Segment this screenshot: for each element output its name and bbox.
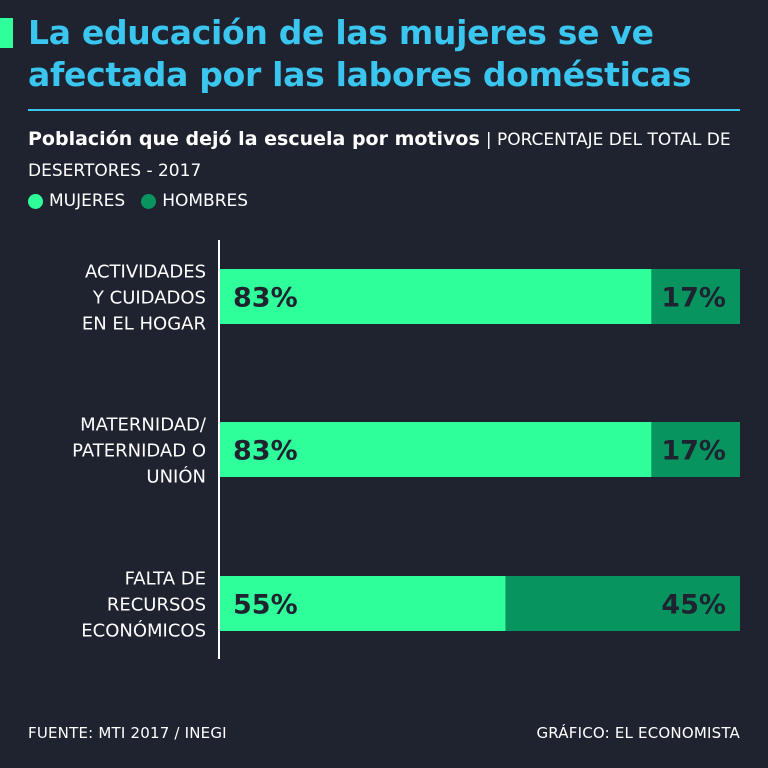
chart-title: La educación de las mujeres se ve afecta… [28,13,692,94]
data-label-hombres-1: 17% [661,436,726,467]
category-label-2-line-0: FALTA DE [125,569,206,590]
legend-label-hombres: HOMBRES [162,191,249,211]
category-label-1-line-0: MATERNIDAD/ [80,415,207,436]
category-label-2-line-1: RECURSOS [107,595,206,616]
legend-label-mujeres: MUJERES [49,191,126,211]
bar-hombres-2 [505,576,740,631]
data-label-mujeres-0: 83% [233,283,298,314]
legend-swatch-mujeres [28,193,43,209]
data-label-hombres-2: 45% [661,590,726,621]
stacked-bar-chart: 83% 17% ACTIVIDADES Y CUIDADOS EN EL HOGAR 83… [72,240,740,659]
chart-subtitle: Población que dejó la escuela por motivo… [28,124,740,186]
data-label-mujeres-1: 83% [233,436,298,467]
data-label-hombres-0: 17% [661,283,726,314]
title-divider [28,109,740,111]
source-note: FUENTE: MTI 2017 / INEGI [28,724,227,742]
category-label-0-line-1: Y CUIDADOS [92,288,206,309]
category-label-0-line-0: ACTIVIDADES [85,262,206,283]
bar-hombres-1 [651,422,740,477]
subtitle-main: Población que dejó la escuela por motivo… [28,128,480,150]
category-label-2-line-2: ECONÓMICOS [81,620,206,642]
legend-item-mujeres: MUJERES [28,191,125,211]
legend-swatch-hombres [141,193,157,209]
category-label-1-line-1: PATERNIDAD O [72,441,206,462]
data-label-mujeres-2: 55% [233,590,298,621]
category-label-1-line-2: UNIÓN [146,466,206,488]
legend: MUJERES HOMBRES [28,189,264,213]
bar-mujeres-2 [219,576,506,631]
subtitle-unit: | PORCENTAJE DEL TOTAL DE DESERTORES - 2… [28,130,731,181]
bar-mujeres-0 [219,269,652,324]
credit-note: GRÁFICO: EL ECONOMISTA [536,724,740,742]
category-label-0-line-2: EN EL HOGAR [82,314,206,335]
title-accent-bar [0,18,13,48]
bar-hombres-0 [651,269,740,324]
bar-mujeres-1 [219,422,652,477]
legend-item-hombres: HOMBRES [141,191,248,211]
